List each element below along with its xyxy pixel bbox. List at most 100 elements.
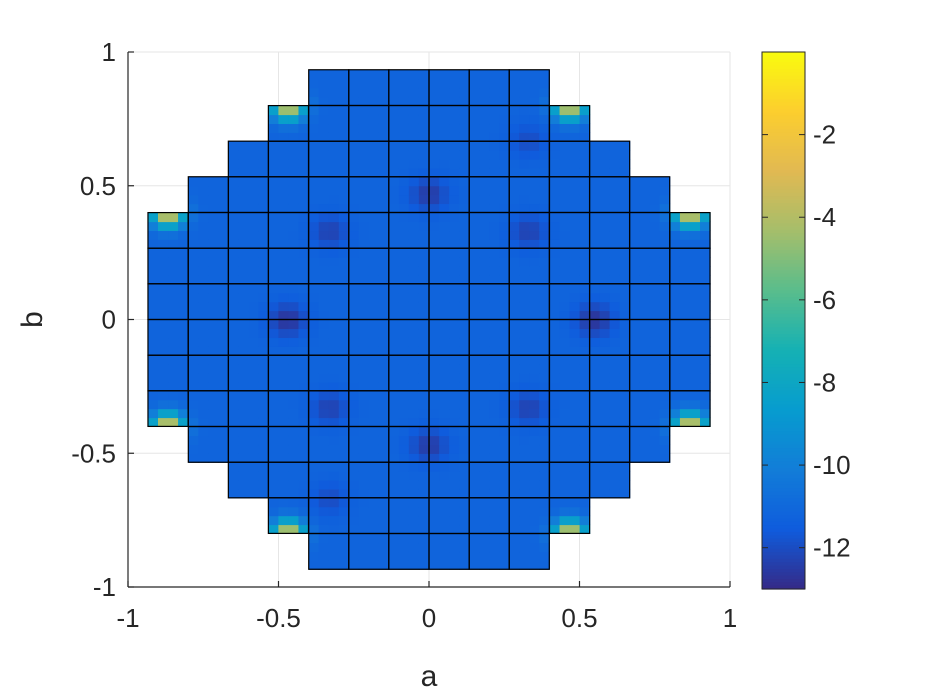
heatmap-cell (348, 159, 360, 169)
heatmap-cell (459, 355, 470, 365)
heatmap-cell (358, 524, 370, 534)
heatmap-cell (188, 426, 199, 437)
heatmap-cell (418, 426, 430, 437)
heatmap-cell (178, 310, 189, 320)
heatmap-cell (288, 381, 300, 392)
heatmap-cell (700, 381, 711, 392)
heatmap-cell (318, 203, 330, 213)
heatmap-cell (188, 266, 199, 276)
heatmap-cell (679, 283, 691, 294)
heatmap-cell (569, 471, 581, 481)
heatmap-cell (469, 453, 480, 463)
heatmap-cell (459, 328, 470, 339)
heatmap-cell (378, 408, 390, 419)
heatmap-cell (378, 560, 390, 570)
heatmap-cell (358, 141, 370, 151)
heatmap-cell (358, 292, 370, 303)
heatmap-cell (258, 212, 270, 223)
colorbar-strip (762, 182, 805, 187)
heatmap-cell (268, 159, 279, 169)
heatmap-cell (147, 301, 159, 312)
heatmap-cell (238, 462, 249, 472)
heatmap-cell (539, 96, 550, 106)
heatmap-cell (238, 230, 249, 240)
heatmap-cell (388, 212, 400, 223)
heatmap-cell (308, 355, 320, 365)
heatmap-cell (519, 230, 530, 240)
heatmap-cell (248, 194, 260, 205)
heatmap-cell (338, 194, 350, 205)
heatmap-cell (549, 390, 561, 401)
heatmap-cell (659, 283, 671, 294)
heatmap-cell (469, 399, 480, 410)
heatmap-cell (459, 373, 470, 383)
heatmap-cell (539, 462, 550, 472)
colorbar-strip (762, 474, 805, 479)
heatmap-cell (408, 551, 420, 561)
colorbar-strip (762, 330, 805, 335)
heatmap-cell (479, 453, 490, 463)
heatmap-cell (700, 212, 711, 223)
heatmap-cell (559, 390, 571, 401)
heatmap-cell (479, 292, 490, 303)
heatmap-cell (559, 230, 571, 240)
heatmap-cell (178, 390, 189, 401)
colorbar-strip (762, 92, 805, 97)
heatmap-cell (408, 337, 420, 347)
heatmap-cell (308, 132, 320, 142)
heatmap-cell (479, 346, 490, 356)
heatmap-cell (398, 203, 410, 213)
heatmap-cell (509, 310, 520, 320)
heatmap-cell (298, 292, 310, 303)
heatmap-cell (408, 185, 420, 196)
heatmap-cell (278, 185, 290, 196)
heatmap-cell (368, 337, 380, 347)
heatmap-cell (489, 346, 500, 356)
heatmap-cell (569, 364, 581, 374)
heatmap-cell (338, 230, 350, 240)
heatmap-cell (328, 542, 340, 553)
heatmap-cell (579, 283, 591, 294)
heatmap-cell (188, 364, 199, 374)
heatmap-cell (188, 390, 199, 401)
heatmap-cell (268, 132, 279, 142)
heatmap-cell (639, 203, 651, 213)
heatmap-cell (559, 471, 571, 481)
heatmap-cell (559, 257, 571, 267)
heatmap-cell (418, 203, 430, 213)
colorbar-strip (762, 427, 805, 432)
heatmap-cell (338, 176, 350, 187)
heatmap-cell (509, 346, 520, 356)
heatmap-cell (368, 444, 380, 454)
heatmap-cell (248, 480, 260, 490)
heatmap-cell (418, 239, 430, 249)
heatmap-cell (338, 203, 350, 213)
heatmap-cell (519, 364, 530, 374)
heatmap-cell (509, 399, 520, 410)
colorbar-strip (762, 538, 805, 543)
heatmap-cell (218, 381, 230, 392)
heatmap-cell (378, 266, 390, 276)
heatmap-cell (509, 560, 520, 570)
heatmap-cell (449, 105, 460, 116)
heatmap-cell (679, 408, 691, 419)
heatmap-cell (418, 497, 430, 508)
heatmap-cell (358, 533, 370, 544)
colorbar-strip (762, 434, 805, 439)
heatmap-cell (549, 221, 561, 232)
heatmap-cell (328, 292, 340, 303)
heatmap-cell (509, 105, 520, 116)
heatmap-cell (649, 346, 661, 356)
heatmap-cell (228, 221, 239, 232)
heatmap-cell (539, 515, 550, 526)
heatmap-cell (328, 399, 340, 410)
heatmap-cell (489, 497, 500, 508)
heatmap-cell (519, 185, 530, 196)
heatmap-cell (539, 444, 550, 454)
heatmap-cell (228, 141, 239, 151)
heatmap-cell (509, 337, 520, 347)
heatmap-cell (499, 408, 510, 419)
heatmap-cell (378, 381, 390, 392)
heatmap-cell (308, 150, 320, 160)
heatmap-cell (700, 355, 711, 365)
